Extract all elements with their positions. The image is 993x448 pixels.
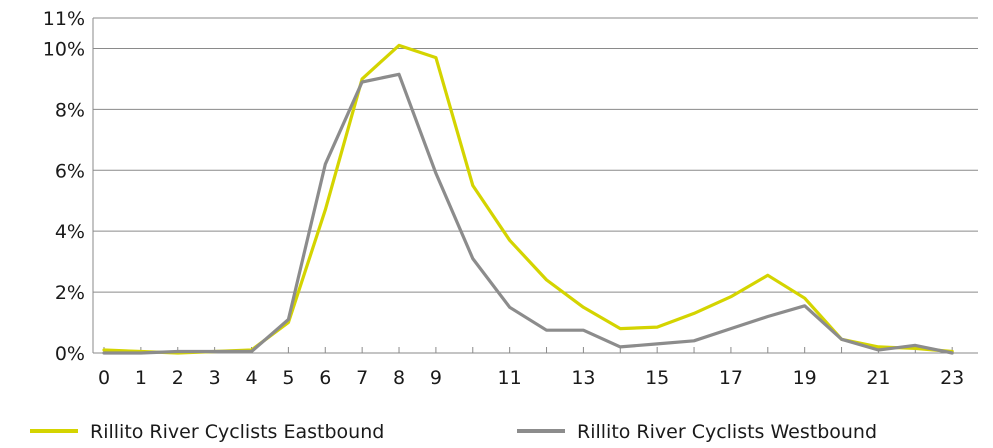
x-tick-label: 19: [793, 367, 817, 389]
y-tick-label: 11%: [43, 8, 85, 30]
x-tick-label: 1: [135, 367, 147, 389]
grid: [93, 17, 978, 354]
y-tick-label: 6%: [55, 160, 85, 182]
legend-label-westbound: Rillito River Cyclists Westbound: [577, 421, 877, 443]
x-tick-label: 13: [571, 367, 595, 389]
y-tick-label: 4%: [55, 221, 85, 243]
x-tick-label: 21: [866, 367, 890, 389]
x-tick-label: 3: [209, 367, 221, 389]
legend-item-eastbound: Rillito River Cyclists Eastbound: [30, 421, 384, 443]
x-tick-label: 9: [430, 367, 442, 389]
x-axis-tick-labels: 0 1 2 3 4 5 6 7 8 9 11 13 15 17 19 21 23: [98, 367, 964, 389]
x-tick-label: 15: [645, 367, 669, 389]
series-lines: [102, 43, 954, 355]
legend-label-eastbound: Rillito River Cyclists Eastbound: [90, 421, 384, 443]
x-tick-label: 0: [98, 367, 110, 389]
y-tick-label: 10%: [43, 38, 85, 60]
x-tick-label: 2: [172, 367, 184, 389]
y-tick-label: 0%: [55, 343, 85, 365]
axes: [92, 18, 953, 353]
y-tick-label: 2%: [55, 282, 85, 304]
legend-item-westbound: Rillito River Cyclists Westbound: [517, 421, 877, 443]
x-tick-label: 8: [393, 367, 405, 389]
x-tick-label: 6: [319, 367, 331, 389]
series-line-westbound: [102, 72, 954, 355]
y-tick-label: 8%: [55, 99, 85, 121]
x-tick-label: 17: [719, 367, 743, 389]
x-tick-label: 23: [940, 367, 964, 389]
legend: Rillito River Cyclists Eastbound Rillito…: [30, 421, 877, 443]
x-tick-label: 4: [245, 367, 257, 389]
x-tick-label: 7: [356, 367, 368, 389]
x-tick-label: 5: [282, 367, 294, 389]
x-tick-label: 11: [498, 367, 522, 389]
series-line-eastbound: [102, 43, 954, 355]
y-axis-tick-labels: 0% 2% 4% 6% 8% 10% 11%: [43, 8, 85, 365]
